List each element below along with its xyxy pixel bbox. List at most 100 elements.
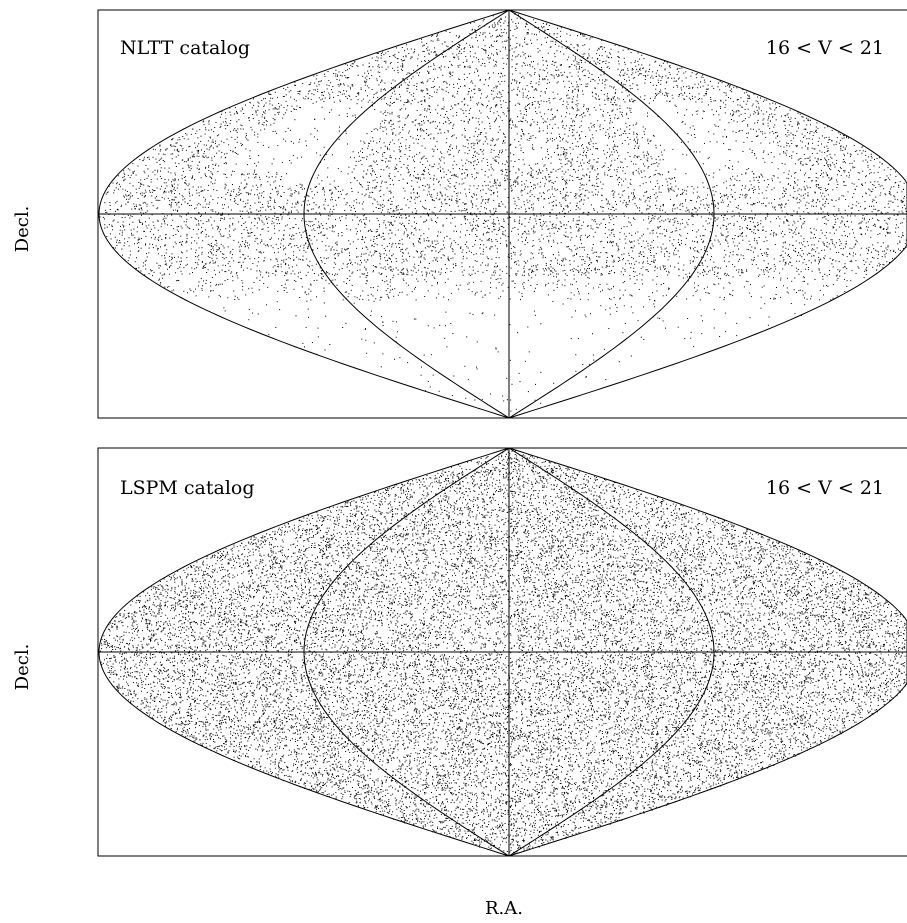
nltt-point xyxy=(807,283,809,285)
nltt-point xyxy=(426,194,428,196)
nltt-point xyxy=(427,172,429,174)
nltt-point xyxy=(471,291,473,293)
nltt-point xyxy=(328,85,330,87)
nltt-point xyxy=(399,216,401,218)
nltt-point xyxy=(196,130,198,132)
nltt-point xyxy=(456,114,458,116)
nltt-point xyxy=(637,60,639,62)
nltt-point xyxy=(215,274,216,276)
nltt-point xyxy=(785,188,787,190)
nltt-point xyxy=(554,226,556,228)
nltt-point xyxy=(529,107,530,109)
nltt-point xyxy=(620,227,622,229)
nltt-point xyxy=(434,47,435,49)
nltt-point xyxy=(785,263,787,265)
nltt-point xyxy=(515,67,517,69)
nltt-point xyxy=(263,260,265,262)
nltt-point xyxy=(597,161,599,163)
nltt-point xyxy=(577,270,579,271)
nltt-point xyxy=(416,181,418,183)
nltt-point xyxy=(168,273,170,275)
nltt-point xyxy=(626,107,628,109)
nltt-point xyxy=(365,217,367,219)
nltt-point xyxy=(323,287,325,289)
nltt-point xyxy=(428,191,430,193)
nltt-point xyxy=(762,157,764,159)
nltt-point xyxy=(470,224,472,226)
nltt-point xyxy=(210,171,212,173)
nltt-point xyxy=(398,126,400,128)
nltt-point xyxy=(803,211,805,213)
nltt-point xyxy=(524,218,526,220)
nltt-point xyxy=(177,139,179,141)
nltt-point xyxy=(753,232,755,234)
nltt-point xyxy=(370,287,372,289)
nltt-point xyxy=(467,219,469,221)
nltt-point xyxy=(649,176,651,178)
nltt-point xyxy=(526,139,528,141)
nltt-point xyxy=(434,121,436,123)
nltt-point xyxy=(473,193,475,195)
nltt-point xyxy=(443,255,445,257)
nltt-point xyxy=(613,87,614,89)
nltt-point xyxy=(836,274,838,276)
nltt-point xyxy=(388,121,390,123)
nltt-point xyxy=(416,212,417,214)
nltt-point xyxy=(170,190,172,192)
nltt-point xyxy=(696,191,698,193)
nltt-point xyxy=(516,126,518,128)
nltt-point xyxy=(472,142,474,144)
nltt-point xyxy=(850,280,852,282)
nltt-point xyxy=(234,107,236,109)
nltt-point xyxy=(567,97,569,99)
nltt-point xyxy=(749,244,751,246)
nltt-point xyxy=(398,149,400,151)
nltt-point xyxy=(540,371,542,373)
nltt-point xyxy=(815,205,817,207)
nltt-point xyxy=(493,193,495,195)
nltt-point xyxy=(810,168,812,170)
nltt-point xyxy=(195,207,197,209)
nltt-point xyxy=(779,140,781,142)
nltt-point xyxy=(767,248,769,250)
nltt-point xyxy=(152,221,154,223)
nltt-point xyxy=(439,128,441,130)
nltt-point xyxy=(379,299,381,301)
nltt-point xyxy=(525,231,527,233)
nltt-point xyxy=(733,120,735,122)
nltt-point xyxy=(313,273,315,274)
nltt-point xyxy=(124,174,126,176)
nltt-point xyxy=(829,232,831,234)
nltt-point xyxy=(171,214,173,216)
nltt-point xyxy=(181,227,183,229)
nltt-point xyxy=(481,196,483,198)
nltt-point xyxy=(387,221,389,223)
nltt-point xyxy=(551,224,553,225)
nltt-point xyxy=(530,125,532,127)
nltt-point xyxy=(766,255,768,257)
nltt-point xyxy=(431,35,433,37)
nltt-point xyxy=(805,268,807,270)
nltt-point xyxy=(233,171,235,172)
nltt-point xyxy=(435,221,436,222)
nltt-point xyxy=(404,124,405,126)
nltt-point xyxy=(439,129,441,131)
nltt-point xyxy=(593,209,595,211)
nltt-point xyxy=(219,283,221,285)
nltt-point xyxy=(343,93,345,95)
nltt-point xyxy=(739,196,741,198)
nltt-point xyxy=(451,65,453,66)
nltt-point xyxy=(610,53,611,55)
nltt-point xyxy=(753,177,755,179)
nltt-point xyxy=(157,219,159,221)
nltt-point xyxy=(597,211,599,213)
nltt-point xyxy=(482,32,484,34)
nltt-point xyxy=(527,32,529,33)
nltt-point xyxy=(438,181,439,183)
nltt-point xyxy=(579,137,581,139)
nltt-point xyxy=(898,211,900,213)
nltt-point xyxy=(356,231,358,233)
nltt-point xyxy=(144,230,145,232)
nltt-point xyxy=(722,217,724,219)
nltt-point xyxy=(831,178,833,180)
